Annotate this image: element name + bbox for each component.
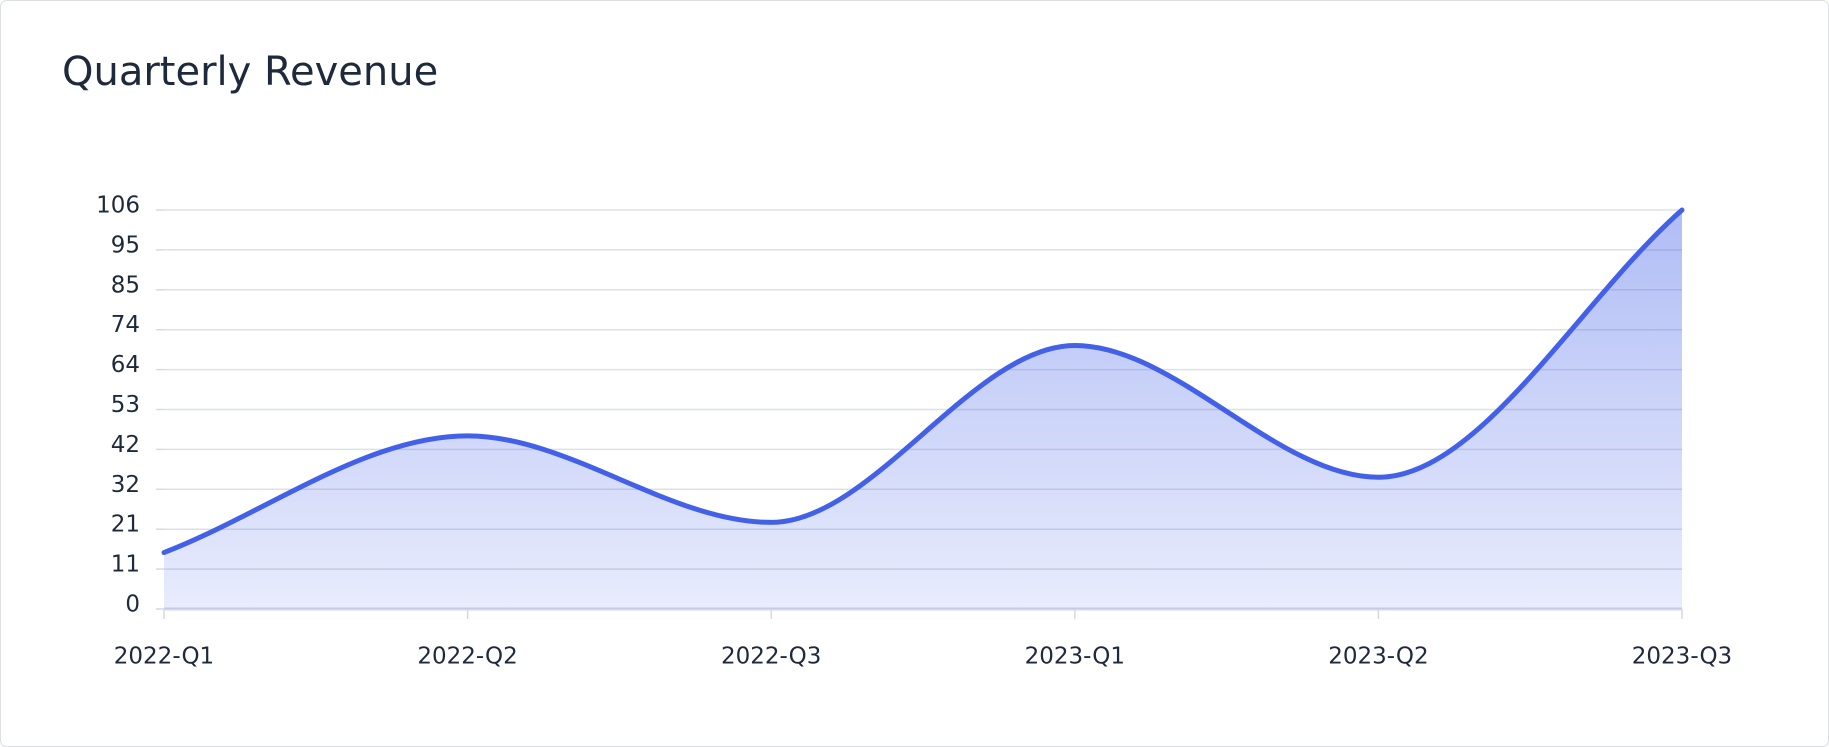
y-tick-label: 64 <box>111 352 140 378</box>
y-tick-label: 74 <box>111 312 140 338</box>
y-tick-label: 95 <box>111 232 140 258</box>
y-tick-label: 0 <box>125 592 140 618</box>
y-tick-label: 106 <box>96 193 140 219</box>
line <box>161 207 1685 556</box>
y-tick-label: 21 <box>111 512 140 538</box>
x-tick-label: 2023-Q1 <box>1025 644 1125 670</box>
y-tick-label: 85 <box>111 272 140 298</box>
x-tick-label: 2023-Q2 <box>1328 644 1428 670</box>
y-tick-label: 32 <box>111 472 140 498</box>
y-tick-label: 11 <box>111 552 140 578</box>
x-tick-label: 2022-Q1 <box>114 644 214 670</box>
x-tick-label: 2023-Q3 <box>1632 644 1732 670</box>
y-tick-label: 42 <box>111 432 140 458</box>
x-tick-label: 2022-Q3 <box>721 644 821 670</box>
chart-title: Quarterly Revenue <box>62 49 438 95</box>
x-tick-label: 2022-Q2 <box>417 644 517 670</box>
y-tick-label: 53 <box>111 392 140 418</box>
area-fill <box>164 210 1682 609</box>
